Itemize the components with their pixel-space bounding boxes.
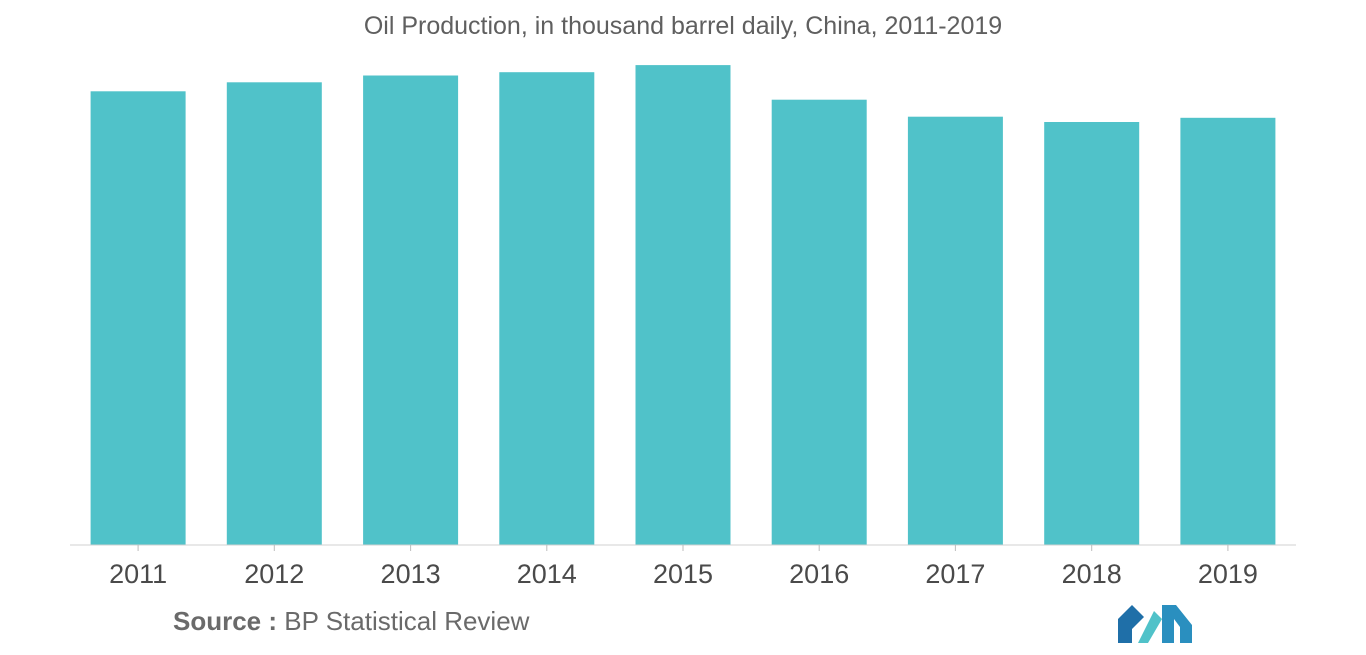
- x-axis-ticks: [137, 545, 1229, 551]
- logo-left-stroke: [1118, 605, 1144, 643]
- bars-group: [90, 65, 1276, 546]
- x-tick-label-2017: 2017: [925, 559, 985, 589]
- source-note: Source : BP Statistical Review: [173, 606, 529, 637]
- chart-title: Oil Production, in thousand barrel daily…: [363, 12, 1003, 40]
- bar-2016: [771, 99, 867, 545]
- x-tick-label-2013: 2013: [381, 559, 441, 589]
- bar-2015: [635, 65, 731, 545]
- x-tick-label-2015: 2015: [653, 559, 713, 589]
- x-tick-label-2011: 2011: [109, 559, 167, 589]
- x-tick-label-2014: 2014: [517, 559, 577, 589]
- x-axis-tick-labels: 2011 2012 2013 2014 2015 2016 2017 2018 2019: [109, 559, 1258, 589]
- x-tick-label-2019: 2019: [1198, 559, 1258, 589]
- bar-2011: [90, 91, 186, 546]
- logo-middle-stroke: [1138, 611, 1162, 643]
- bar-2013: [363, 75, 459, 545]
- bar-2012: [226, 82, 322, 546]
- bar-chart: 2011 2012 2013 2014 2015 2016 2017 2018 2019: [70, 65, 1296, 589]
- x-tick-label-2012: 2012: [244, 559, 304, 589]
- source-text: BP Statistical Review: [284, 606, 530, 636]
- bar-2019: [1180, 117, 1276, 546]
- bar-2017: [907, 116, 1003, 545]
- logo-right-stroke: [1162, 605, 1192, 643]
- x-tick-label-2018: 2018: [1062, 559, 1122, 589]
- x-tick-label-2016: 2016: [789, 559, 849, 589]
- source-prefix: Source :: [173, 606, 278, 636]
- bar-2018: [1044, 122, 1140, 545]
- bar-2014: [499, 72, 595, 545]
- company-logo-icon: [1118, 605, 1192, 643]
